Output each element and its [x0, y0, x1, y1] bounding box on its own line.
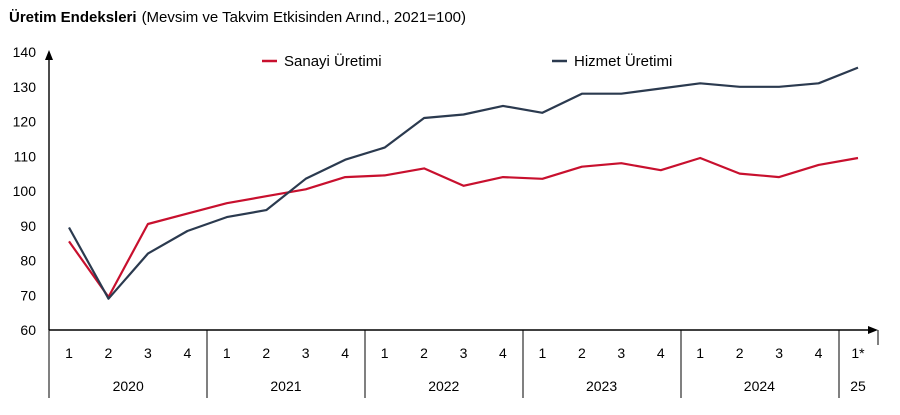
- x-tick-label: 2: [262, 345, 270, 361]
- x-tick-label: 1: [696, 345, 704, 361]
- year-label: 2022: [428, 378, 459, 394]
- y-tick-label: 110: [14, 148, 37, 164]
- x-tick-label: 3: [617, 345, 625, 361]
- y-tick-label: 90: [20, 218, 36, 234]
- y-tick-label: 70: [20, 287, 36, 303]
- chart-subtitle: (Mevsim ve Takvim Etkisinden Arınd., 202…: [142, 9, 466, 26]
- x-tick-label: 2: [420, 345, 428, 361]
- x-tick-label: 1: [65, 345, 73, 361]
- year-label: 25: [850, 378, 866, 394]
- x-tick-label: 3: [460, 345, 468, 361]
- x-tick-label: 2: [736, 345, 744, 361]
- x-tick-label: 1*: [851, 345, 865, 361]
- x-tick-label: 1: [223, 345, 231, 361]
- y-tick-label: 120: [13, 114, 37, 130]
- year-label: 2020: [113, 378, 144, 394]
- series-lines: [68, 66, 859, 300]
- x-tick-label: 4: [815, 345, 823, 361]
- x-tick-label: 3: [302, 345, 310, 361]
- y-tick-label: 100: [13, 183, 37, 199]
- x-tick-label: 2: [578, 345, 586, 361]
- legend-label: Sanayi Üretimi: [284, 52, 382, 70]
- x-tick-label: 4: [499, 345, 507, 361]
- x-tick-label: 1: [381, 345, 389, 361]
- series-line: [68, 156, 859, 299]
- y-tick-label: 130: [13, 79, 37, 95]
- x-tick-label: 3: [775, 345, 783, 361]
- legend: Sanayi Üretimi Hizmet Üretimi: [262, 52, 672, 70]
- year-label: 2021: [270, 378, 301, 394]
- x-tick-label: 3: [144, 345, 152, 361]
- y-axis-arrow: [45, 50, 53, 60]
- x-axis-arrow: [868, 326, 878, 334]
- chart-title: Üretim Endeksleri: [9, 9, 137, 26]
- series-line: [68, 66, 859, 300]
- x-tick-labels: 1 2 3 4 1 2 3 4 1 2 3 4 1 2 3 4 1 2 3 4 1* 2020 2021 2022 2023 20…: [48, 330, 879, 398]
- y-tick-label: 60: [20, 322, 36, 338]
- x-tick-label: 2: [105, 345, 113, 361]
- y-tick-labels: 60 70 80 90 100 110 120 130 140: [13, 44, 37, 338]
- year-label: 2023: [586, 378, 617, 394]
- year-label: 2024: [744, 378, 775, 394]
- legend-label: Hizmet Üretimi: [574, 52, 672, 70]
- x-tick-label: 1: [539, 345, 547, 361]
- x-tick-label: 4: [341, 345, 349, 361]
- y-tick-label: 140: [13, 44, 37, 60]
- x-tick-label: 4: [657, 345, 665, 361]
- x-tick-label: 4: [183, 345, 191, 361]
- chart-title-line: Üretim Endeksleri (Mevsim ve Takvim Etkis…: [9, 9, 466, 26]
- axes: [45, 50, 878, 334]
- y-tick-label: 80: [20, 253, 36, 269]
